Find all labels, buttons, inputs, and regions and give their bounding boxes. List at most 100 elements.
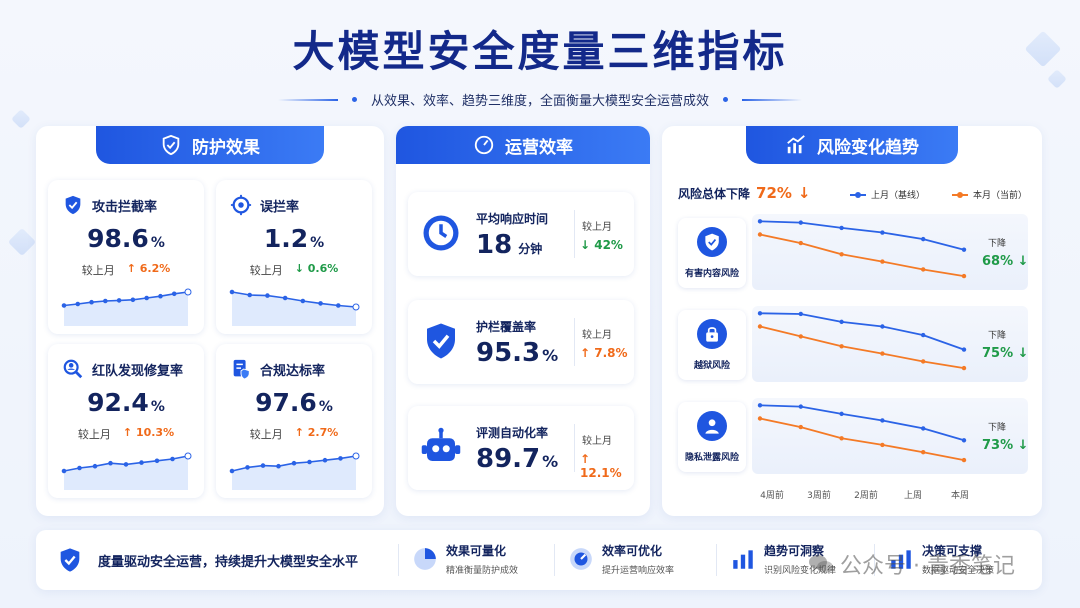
current-series-point: [757, 324, 763, 329]
arrow-up-icon: ↑: [580, 346, 595, 360]
decline-label: 下降: [988, 423, 1007, 433]
current-series-line: [759, 417, 965, 461]
card-label: 攻击拦截率: [92, 199, 158, 215]
current-series-line: [759, 233, 965, 277]
baseline-series-point: [880, 230, 885, 235]
card-label: 合规达标率: [260, 363, 326, 379]
gauge-icon: [473, 134, 495, 156]
footer-feature: 效率可优化 提升运营响应效率: [568, 542, 674, 576]
lock-icon: [696, 318, 728, 350]
current-series-point: [839, 344, 844, 349]
bar-chart-icon: [888, 546, 914, 572]
bar-chart-icon: [785, 134, 807, 156]
sparkline-point: [123, 462, 129, 467]
risk-line-chart: [757, 219, 967, 279]
current-series-point: [798, 334, 803, 339]
sparkline-area: [232, 292, 356, 326]
current-series-point: [921, 449, 926, 455]
current-series-point: [839, 252, 844, 257]
efficiency-label: 护栏覆盖率: [476, 320, 537, 334]
card-title: 攻击拦截率: [62, 194, 157, 216]
sparkline-area: [232, 456, 356, 490]
panel-title: 风险变化趋势: [817, 137, 919, 158]
efficiency-label: 评测自动化率: [476, 426, 549, 440]
divider: [277, 98, 338, 101]
risk-line-chart: [757, 403, 967, 463]
sparkline-point: [89, 299, 94, 305]
sparkline-point: [318, 301, 323, 306]
sparkline-point: [144, 295, 149, 301]
efficiency-value: 95.3%: [476, 338, 558, 368]
divider: [574, 318, 575, 366]
metric-card: 误拦率 1.2% 较上月 ↓ 0.6%: [216, 180, 372, 334]
footer-feature: 效果可量化 精准衡量防护成效: [412, 542, 518, 576]
shield-check-icon: [696, 226, 728, 258]
footer-feature-text: 决策可支撑 数据驱动安全决策: [922, 542, 994, 576]
sparkline-point: [338, 456, 343, 461]
sparkline-point: [352, 452, 360, 460]
compare-value: 0.6%: [307, 262, 339, 275]
sparkline-point: [170, 456, 175, 462]
sparkline-point: [77, 465, 82, 471]
compare-change: ↓ 42%: [580, 238, 623, 252]
shield-check-icon: [160, 134, 182, 156]
divider: [716, 544, 717, 576]
current-series-point: [757, 232, 763, 237]
compare-change: ↑ 2.7%: [295, 426, 339, 442]
x-axis-tick: 4周前: [760, 491, 784, 501]
decline-percent: 75%: [982, 346, 1014, 361]
current-series-point: [921, 359, 926, 364]
legend-label: 本月（当前）: [973, 191, 1028, 201]
footer-feature-title: 趋势可洞察: [764, 544, 825, 558]
sparkline-line: [231, 291, 357, 308]
panel-title: 运营效率: [505, 137, 573, 158]
card-value-number: 97.6: [255, 388, 317, 417]
sparkline-point: [229, 289, 235, 295]
clock-icon: [420, 212, 462, 254]
decorative-cube: [7, 227, 37, 257]
metric-card: 红队发现修复率 92.4% 较上月 ↑ 10.3%: [48, 344, 204, 498]
efficiency-value-number: 95.3: [476, 338, 541, 368]
card-title: 误拦率: [230, 194, 299, 216]
metric-card: 攻击拦截率 98.6% 较上月 ↑ 6.2%: [48, 180, 204, 334]
sparkline-chart: [61, 452, 192, 490]
decline-label: 下降: [988, 331, 1007, 341]
card-value: 97.6%: [216, 388, 372, 417]
current-series-point: [880, 442, 885, 448]
divider: [398, 544, 399, 576]
legend-swatch: [952, 191, 968, 198]
current-series-point: [961, 273, 967, 279]
sparkline-point: [229, 468, 235, 474]
footer-feature-title: 决策可支撑: [922, 544, 983, 558]
divider: [554, 544, 555, 576]
efficiency-panel: 运营效率 平均响应时间 18 分钟 较上月 ↓ 42% 护栏覆盖率 95.3% 较上月 ↑ 7.…: [396, 126, 650, 516]
sparkline-chart: [61, 288, 192, 326]
sparkline-point: [103, 298, 108, 304]
card-value-unit: %: [318, 399, 333, 415]
sparkline-point: [116, 298, 122, 303]
risk-category: 越狱风险: [678, 310, 746, 380]
compare-label: 较上月: [582, 436, 612, 447]
divider: [574, 424, 575, 472]
divider: [874, 544, 875, 576]
risk-summary-label: 风险总体下降: [678, 186, 751, 201]
divider-dot: [723, 97, 728, 102]
risk-label: 越狱风险: [693, 361, 730, 371]
arrow-up-icon: ↑: [294, 426, 308, 439]
footer-feature: 决策可支撑 数据驱动安全决策: [888, 542, 994, 576]
sparkline-point: [130, 297, 136, 303]
risk-label: 隐私泄露风险: [684, 453, 739, 463]
risk-chart-area: [752, 306, 1028, 382]
footer-feature-text: 效果可量化 精准衡量防护成效: [446, 542, 518, 576]
panel-title: 防护效果: [192, 137, 260, 158]
efficiency-card: 平均响应时间 18 分钟 较上月 ↓ 42%: [408, 192, 634, 276]
sparkline-area: [64, 292, 188, 326]
sparkline-point: [276, 463, 281, 469]
sparkline-chart: [229, 452, 360, 490]
baseline-series-point: [961, 247, 967, 252]
baseline-series-point: [921, 426, 926, 431]
sparkline-point: [154, 458, 160, 464]
sparkline-point: [75, 301, 81, 307]
gauge-icon: [568, 546, 594, 572]
compare-label: 较上月: [77, 428, 111, 441]
